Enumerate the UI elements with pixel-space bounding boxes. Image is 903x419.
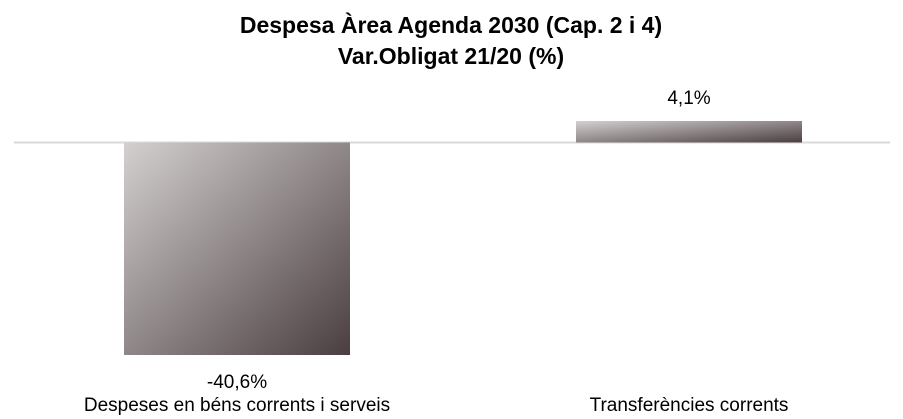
chart-title: Despesa Àrea Agenda 2030 (Cap. 2 i 4) <box>240 11 662 38</box>
value-label: -40,6% <box>207 372 267 393</box>
x-tick-label: Despeses en béns corrents i serveis <box>84 395 390 416</box>
value-label: 4,1% <box>667 88 710 109</box>
bar <box>124 142 350 355</box>
bar <box>576 121 802 143</box>
x-tick-label: Transferències corrents <box>590 395 789 416</box>
chart-subtitle: Var.Obligat 21/20 (%) <box>338 43 564 69</box>
